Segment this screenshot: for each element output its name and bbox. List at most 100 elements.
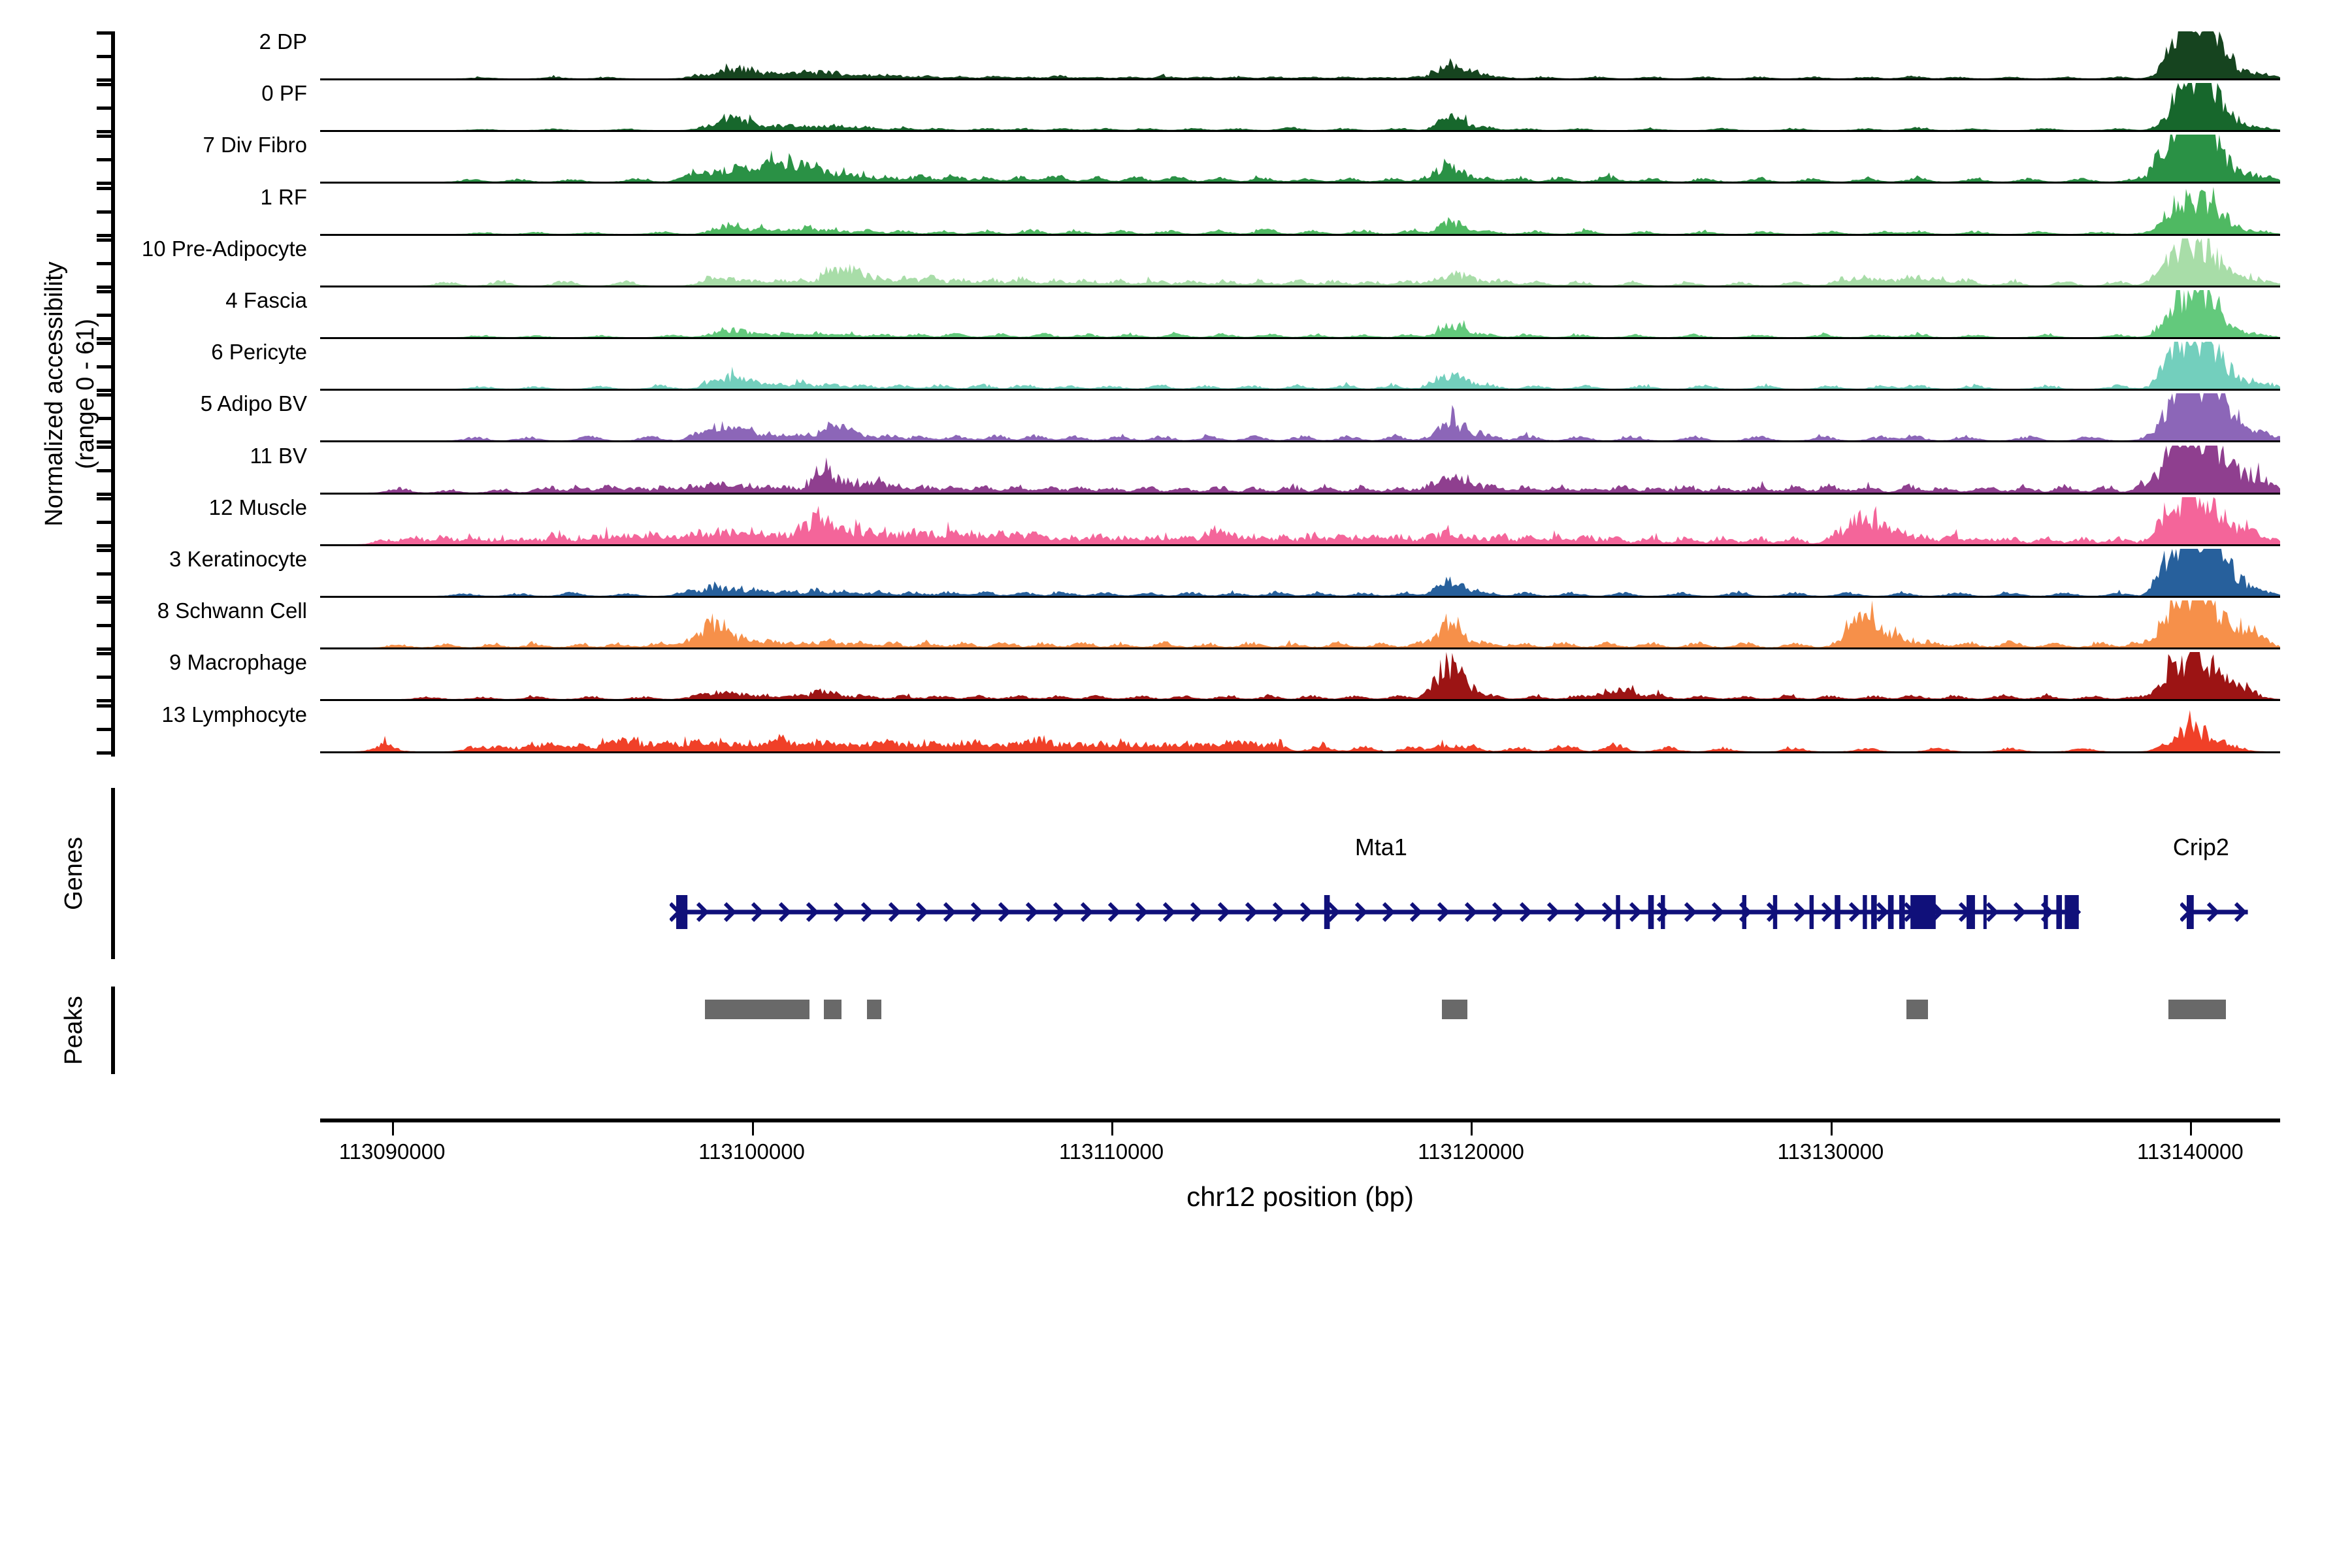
- track-label: 1 RF: [260, 184, 307, 209]
- track-baseline: [320, 492, 2280, 495]
- coverage-area: [320, 135, 2280, 182]
- gene-label: Crip2: [2172, 833, 2229, 860]
- coverage-axis-tick: [97, 314, 112, 317]
- coverage-axis-tick: [97, 290, 112, 293]
- peak-region[interactable]: [704, 999, 809, 1019]
- coverage-area: [320, 549, 2280, 596]
- x-axis-tick-label: 113100000: [698, 1139, 805, 1164]
- coverage-area: [320, 445, 2280, 493]
- coverage-axis-tick: [97, 652, 112, 656]
- coverage-axis-tick: [97, 393, 112, 397]
- coverage-axis-tick: [97, 596, 112, 599]
- coverage-axis-tick: [97, 83, 112, 87]
- coverage-axis-tick: [97, 210, 112, 214]
- coverage-axis-tick: [97, 389, 112, 393]
- track-label: 4 Fascia: [225, 288, 307, 312]
- peaks-panel-label: Peaks: [60, 995, 88, 1065]
- track-baseline: [320, 182, 2280, 184]
- coverage-axis-tick: [97, 130, 112, 134]
- coverage-area: [320, 290, 2280, 337]
- coverage-axis-tick: [97, 417, 112, 421]
- coverage-area: [320, 652, 2280, 700]
- track-label: 0 PF: [261, 81, 307, 106]
- x-axis-tick-label: 113110000: [1058, 1139, 1164, 1164]
- coverage-axis-tick: [97, 497, 112, 500]
- coverage-axis-tick: [97, 492, 112, 496]
- coverage-axis-tick: [97, 727, 112, 731]
- track-label: 12 Muscle: [208, 495, 307, 519]
- track-baseline: [320, 389, 2280, 391]
- peak-region[interactable]: [1442, 999, 1467, 1019]
- track-label: 7 Div Fibro: [203, 133, 307, 157]
- coverage-axis-tick: [97, 704, 112, 708]
- coverage-axis-tick: [97, 186, 112, 190]
- x-axis-tick: [1111, 1122, 1113, 1135]
- track-label: 6 Pericyte: [211, 340, 307, 365]
- coverage-axis-spine: [111, 31, 115, 757]
- coverage-axis-tick: [97, 238, 112, 242]
- x-axis-tick: [392, 1122, 395, 1135]
- coverage-axis-tick: [97, 135, 112, 139]
- coverage-area: [320, 342, 2280, 389]
- x-axis-title: chr12 position (bp): [1186, 1181, 1414, 1212]
- coverage-axis-tick: [97, 572, 112, 576]
- coverage-area: [320, 393, 2280, 441]
- coverage-axis-tick: [97, 337, 112, 340]
- track-baseline: [320, 751, 2280, 753]
- track-baseline: [320, 647, 2280, 650]
- track-label: 8 Schwann Cell: [157, 598, 307, 623]
- x-axis-tick-label: 113140000: [2137, 1139, 2244, 1164]
- x-axis-tick-label: 113120000: [1418, 1139, 1524, 1164]
- coverage-area: [320, 238, 2280, 286]
- coverage-axis-tick: [97, 182, 112, 186]
- coverage-area: [320, 497, 2280, 544]
- coverage-area: [320, 83, 2280, 131]
- gene-model[interactable]: [669, 889, 2085, 935]
- coverage-axis-tick: [97, 55, 112, 58]
- peak-region[interactable]: [823, 999, 842, 1019]
- peak-region[interactable]: [1906, 999, 1928, 1019]
- coverage-axis-tick: [97, 261, 112, 265]
- x-axis-tick: [2190, 1122, 2193, 1135]
- peak-region[interactable]: [866, 999, 881, 1019]
- track-label: 11 BV: [250, 443, 307, 468]
- genes-axis-spine: [111, 787, 115, 959]
- coverage-axis-tick: [97, 158, 112, 162]
- track-label: 9 Macrophage: [169, 650, 307, 675]
- gene-label: Mta1: [1354, 833, 1407, 860]
- peak-region[interactable]: [2168, 999, 2227, 1019]
- coverage-axis-tick: [97, 285, 112, 289]
- coverage-axis-tick: [97, 342, 112, 346]
- coverage-axis-tick: [97, 676, 112, 679]
- track-baseline: [320, 337, 2280, 339]
- track-baseline: [320, 699, 2280, 702]
- track-baseline: [320, 130, 2280, 133]
- track-baseline: [320, 544, 2280, 546]
- coverage-axis-tick: [97, 647, 112, 651]
- coverage-axis-tick: [97, 233, 112, 237]
- coverage-axis-tick: [97, 544, 112, 547]
- coverage-axis-tick: [97, 78, 112, 82]
- track-baseline: [320, 596, 2280, 598]
- track-label: 10 Pre-Adipocyte: [141, 236, 307, 261]
- coverage-axis-tick: [97, 31, 112, 35]
- coverage-axis-tick: [97, 600, 112, 604]
- gene-model[interactable]: [2180, 889, 2255, 935]
- coverage-axis-tick: [97, 624, 112, 628]
- coverage-axis-tick: [97, 440, 112, 444]
- coverage-axis-tick: [97, 520, 112, 524]
- x-axis-line: [320, 1118, 2280, 1122]
- x-axis-tick-label: 113130000: [1777, 1139, 1884, 1164]
- coverage-axis-tick: [97, 445, 112, 449]
- x-axis-tick: [751, 1122, 754, 1135]
- coverage-area: [320, 31, 2280, 78]
- coverage-axis-tick: [97, 365, 112, 369]
- coverage-axis-tick: [97, 106, 112, 110]
- x-axis-tick: [1471, 1122, 1473, 1135]
- coverage-axis-tick: [97, 549, 112, 552]
- track-baseline: [320, 285, 2280, 287]
- coverage-area: [320, 186, 2280, 234]
- track-baseline: [320, 233, 2280, 236]
- coverage-axis-tick: [97, 468, 112, 472]
